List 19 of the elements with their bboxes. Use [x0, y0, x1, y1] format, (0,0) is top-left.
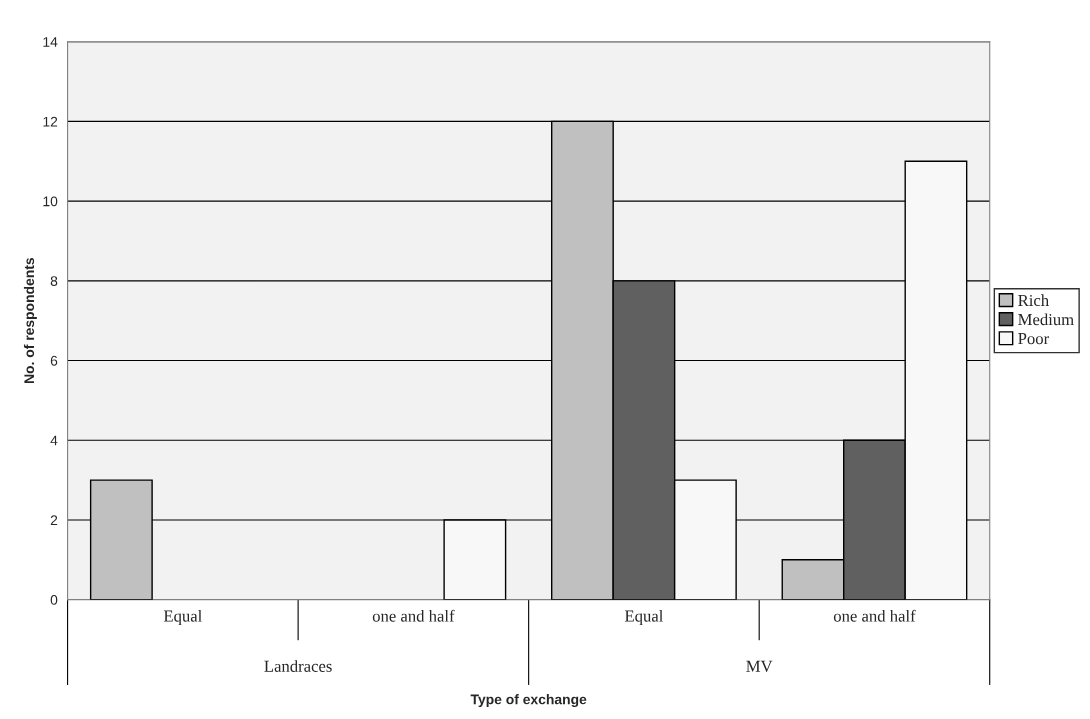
x-tick-label: Equal [163, 609, 202, 626]
x-tick-label: one and half [372, 609, 455, 622]
text: MV [746, 660, 773, 672]
y-tick-label: 8 [50, 276, 58, 286]
legend-label: Rich [1018, 294, 1049, 307]
y-tick-label: 12 [43, 116, 58, 127]
x-tick-label: one and half [833, 609, 916, 622]
y-tick-label: 10 [43, 196, 58, 207]
y-tick-label: 14 [43, 37, 58, 47]
text: Landraces [264, 660, 332, 672]
y-tick-label: 0 [50, 594, 58, 605]
y-tick-label: 6 [50, 355, 58, 366]
legend-label: Poor [1018, 333, 1049, 345]
y-tick-label: 2 [50, 515, 58, 525]
y-axis-title: No. of respondents [23, 257, 37, 384]
x-axis-title: Type of exchange [470, 694, 587, 708]
x-tick-label: Equal [624, 609, 664, 626]
y-tick-label: 4 [50, 435, 58, 446]
legend-label: Medium [1018, 313, 1074, 326]
